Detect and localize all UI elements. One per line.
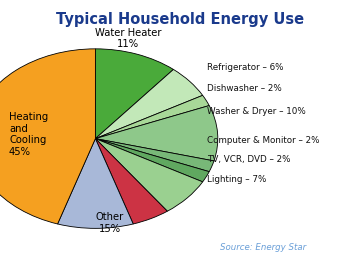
Wedge shape	[95, 95, 209, 139]
Text: Washer & Dryer – 10%: Washer & Dryer – 10%	[207, 107, 306, 116]
Text: Heating
and
Cooling
45%: Heating and Cooling 45%	[9, 112, 48, 157]
Text: TV, VCR, DVD – 2%: TV, VCR, DVD – 2%	[207, 155, 291, 164]
Wedge shape	[95, 49, 174, 139]
Text: Refrigerator – 6%: Refrigerator – 6%	[207, 63, 284, 72]
Wedge shape	[0, 49, 95, 224]
Text: Computer & Monitor – 2%: Computer & Monitor – 2%	[207, 136, 320, 145]
Wedge shape	[95, 139, 209, 182]
Text: Dishwasher – 2%: Dishwasher – 2%	[207, 84, 282, 93]
Wedge shape	[95, 139, 203, 211]
Text: Other
15%: Other 15%	[96, 212, 124, 234]
Wedge shape	[95, 139, 214, 172]
Text: Source: Energy Star: Source: Energy Star	[220, 243, 306, 252]
Wedge shape	[95, 139, 167, 224]
Text: Water Heater
11%: Water Heater 11%	[95, 28, 161, 49]
Wedge shape	[58, 139, 133, 228]
Wedge shape	[95, 106, 218, 161]
Text: Typical Household Energy Use: Typical Household Energy Use	[56, 12, 304, 27]
Wedge shape	[95, 69, 203, 139]
Text: Lighting – 7%: Lighting – 7%	[207, 175, 266, 184]
